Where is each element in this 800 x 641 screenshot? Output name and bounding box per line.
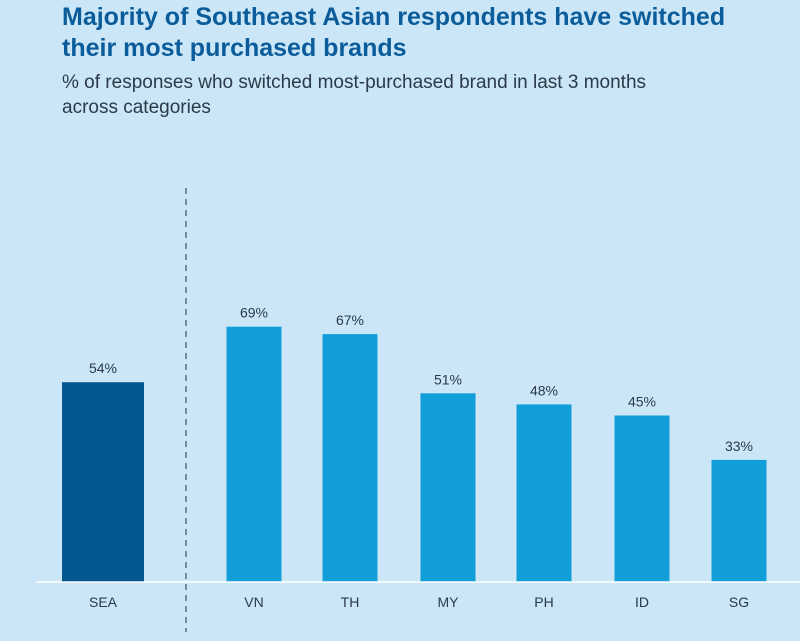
value-label-ph: 48%	[530, 382, 558, 398]
category-label-id: ID	[635, 594, 649, 610]
category-label-my: MY	[438, 594, 460, 610]
bars-group: 54% SEA 69% VN 67% TH 51% MY 48% PH 45% ID 33% SG	[62, 305, 767, 610]
chart-title: Majority of Southeast Asian respondents …	[62, 3, 726, 62]
bar-sea	[62, 382, 144, 582]
bar-my	[420, 393, 476, 582]
bar-ph	[516, 404, 572, 582]
value-label-sea: 54%	[89, 360, 117, 376]
chart-subtitle: % of responses who switched most-purchas…	[62, 72, 647, 118]
value-label-sg: 33%	[725, 438, 753, 454]
category-label-sea: SEA	[89, 594, 118, 610]
bar-id	[614, 415, 670, 582]
value-label-id: 45%	[628, 394, 656, 410]
bar-vn	[226, 326, 282, 582]
value-label-my: 51%	[434, 371, 462, 387]
category-label-vn: VN	[244, 594, 263, 610]
category-label-sg: SG	[729, 594, 749, 610]
category-label-ph: PH	[534, 594, 553, 610]
category-label-th: TH	[341, 594, 360, 610]
bar-sg	[711, 459, 767, 582]
value-label-vn: 69%	[240, 305, 268, 321]
bar-th	[322, 334, 378, 582]
value-label-th: 67%	[336, 312, 364, 328]
